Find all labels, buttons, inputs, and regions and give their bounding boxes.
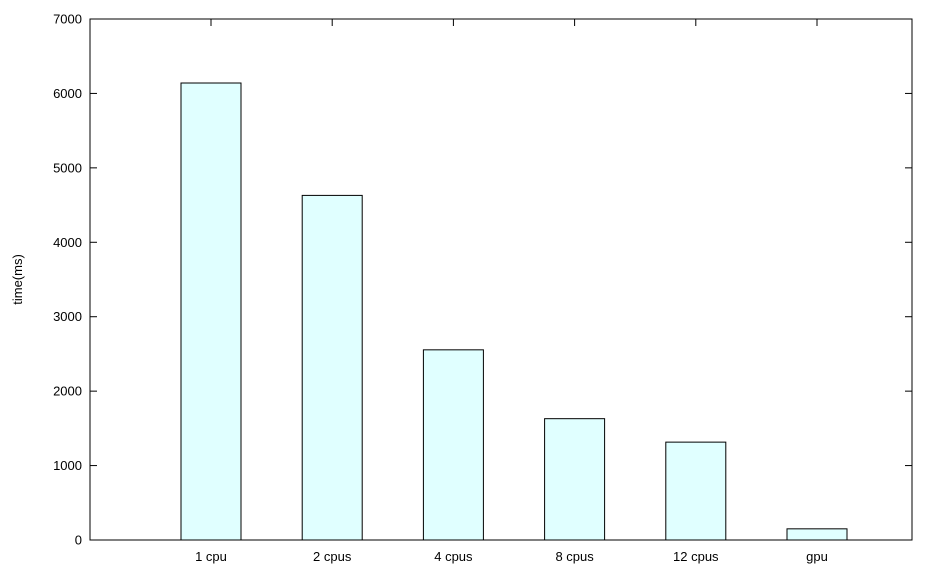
bar-1-cpu [180,82,242,541]
y-tick-label: 4000 [53,235,82,250]
x-tick-label: 12 cpus [673,549,719,564]
bar-gpu [786,528,848,541]
x-tick-label: 2 cpus [313,549,352,564]
y-tick-label: 2000 [53,384,82,399]
y-tick-label: 1000 [53,458,82,473]
x-tick-labels: 1 cpu 2 cpus 4 cpus 8 cpus 12 cpus gpu [195,549,828,564]
x-tick-label: gpu [806,549,828,564]
x-tick-label: 4 cpus [434,549,473,564]
bar-8-cpus [544,418,606,541]
bar-2-cpus [301,194,363,541]
y-tick-label: 3000 [53,309,82,324]
bar-12-cpus [665,441,727,541]
bars [180,82,848,541]
y-axis-label: time(ms) [10,254,25,305]
y-tick-label: 5000 [53,160,82,175]
x-tick-label: 8 cpus [555,549,594,564]
y-tick-label: 0 [75,533,82,548]
plot-frame [89,18,913,541]
x-tick-label: 1 cpu [195,549,227,564]
y-tick-label: 6000 [53,86,82,101]
y-tick-label: 7000 [53,12,82,27]
bar-4-cpus [422,349,484,541]
y-tick-labels: 0 1000 2000 3000 4000 5000 6000 7000 [53,12,82,548]
